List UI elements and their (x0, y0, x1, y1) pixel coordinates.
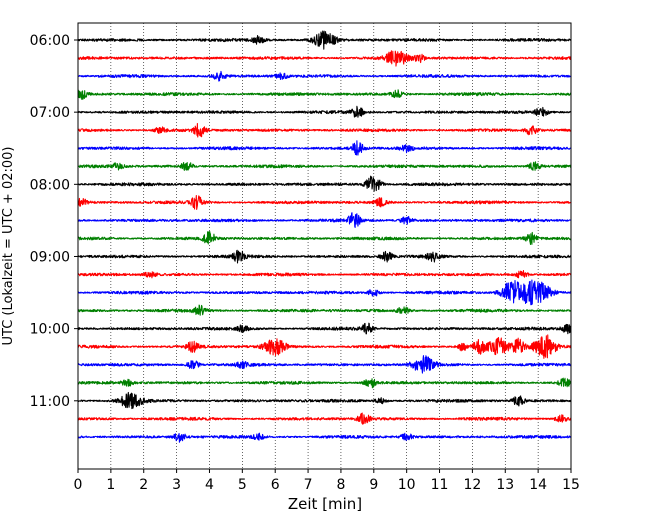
trace-0815 (77, 195, 572, 210)
y-tick-label-4: 10:00 (30, 322, 70, 338)
x-axis: 0 1 2 3 4 5 6 7 8 9 10 11 12 13 14 15 (74, 469, 580, 493)
y-tick-label-0: 06:00 (30, 33, 70, 49)
trace-0730 (77, 140, 572, 156)
trace-group (77, 30, 572, 443)
x-tick-label-2: 2 (139, 477, 148, 493)
x-tick-label-1: 1 (106, 477, 115, 493)
trace-1100 (77, 391, 572, 410)
y-tick-label-1: 07:00 (30, 105, 70, 121)
trace-0845 (77, 230, 572, 245)
x-tick-label-6: 6 (271, 477, 280, 493)
vertical-grid (110, 23, 539, 469)
x-tick-label-8: 8 (336, 477, 345, 493)
y-tick-label-3: 09:00 (30, 249, 70, 265)
trace-0615 (77, 50, 572, 67)
x-tick-label-9: 9 (369, 477, 378, 493)
trace-0700 (77, 105, 572, 118)
trace-0600 (77, 30, 572, 50)
trace-0915 (77, 269, 572, 279)
x-tick-label-0: 0 (74, 477, 83, 493)
trace-1015 (77, 334, 572, 359)
x-tick-label-5: 5 (238, 477, 247, 493)
y-tick-label-2: 08:00 (30, 177, 70, 193)
trace-0830 (77, 212, 572, 228)
x-tick-label-15: 15 (562, 477, 580, 493)
trace-1000 (77, 322, 572, 335)
x-tick-label-12: 12 (463, 477, 481, 493)
trace-0900 (77, 249, 572, 264)
trace-0630 (77, 70, 572, 82)
trace-0715 (77, 123, 572, 138)
trace-1030 (77, 355, 572, 374)
trace-0800 (77, 175, 572, 192)
trace-0945 (77, 304, 572, 316)
y-axis-label: UTC (Lokalzeit = UTC + 02:00) (1, 147, 16, 346)
trace-1115 (77, 412, 572, 425)
x-tick-label-7: 7 (304, 477, 313, 493)
x-tick-label-10: 10 (398, 477, 416, 493)
x-tick-label-11: 11 (431, 477, 449, 493)
x-tick-label-4: 4 (205, 477, 214, 493)
trace-0645 (77, 89, 572, 100)
trace-0930 (77, 279, 572, 306)
x-axis-label: Zeit [min] (288, 495, 362, 513)
y-axis: 06:00 07:00 08:00 09:00 10:00 11:00 (30, 33, 78, 410)
x-tick-label-3: 3 (172, 477, 181, 493)
y-tick-label-5: 11:00 (30, 394, 70, 410)
trace-1045 (77, 377, 572, 389)
trace-1130 (77, 432, 572, 443)
trace-0745 (77, 161, 572, 171)
x-tick-label-14: 14 (529, 477, 547, 493)
x-tick-label-13: 13 (496, 477, 514, 493)
plot-frame (77, 22, 572, 470)
